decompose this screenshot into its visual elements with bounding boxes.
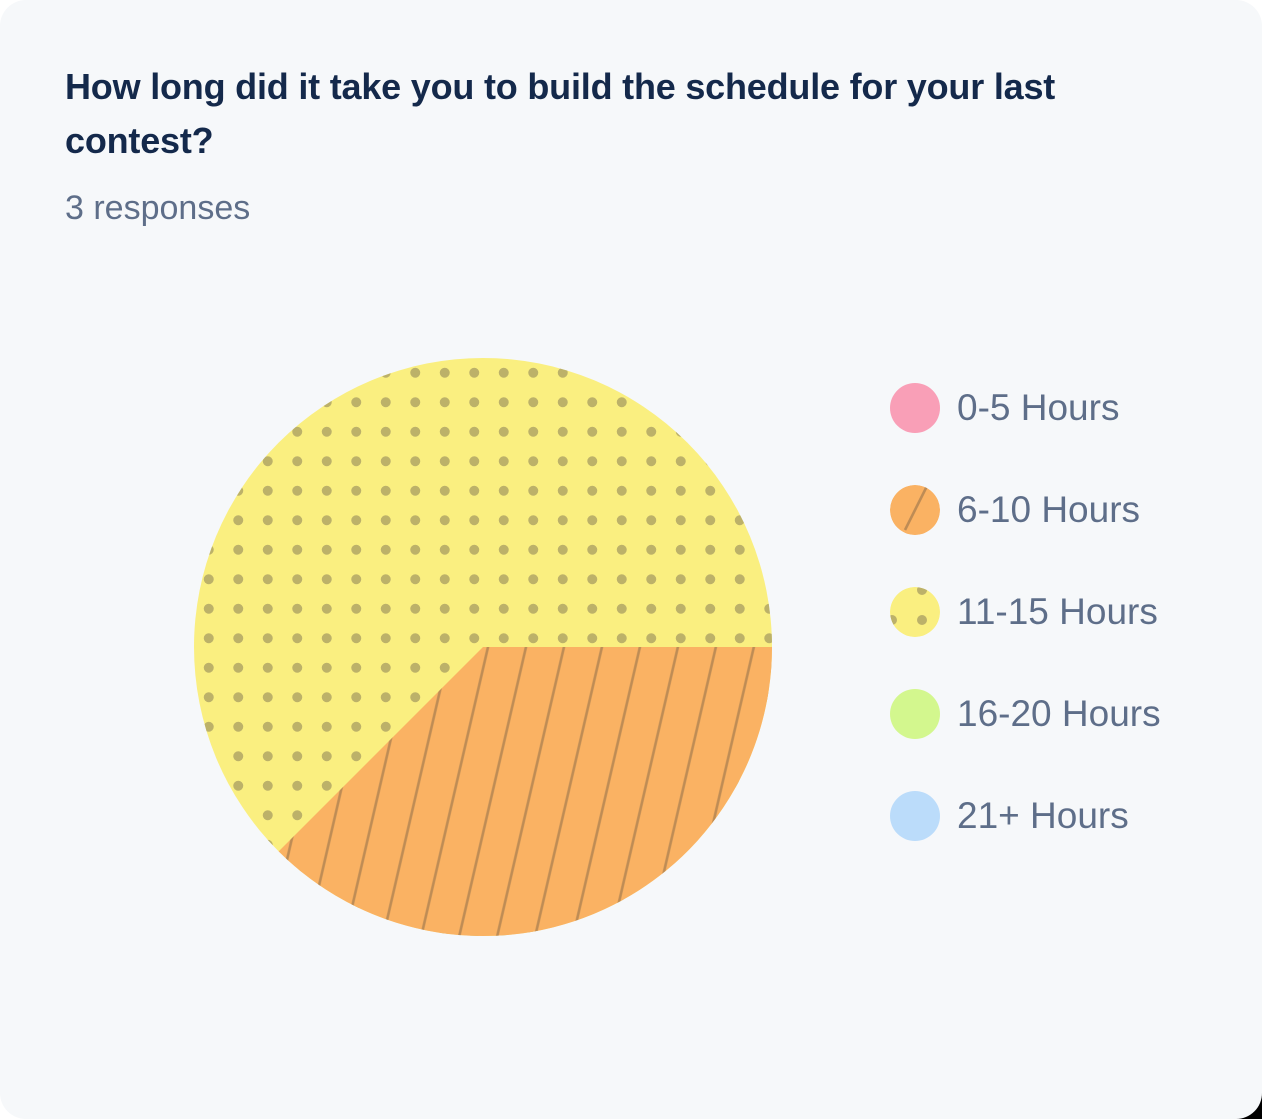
question-title-line1: How long did it take you to build the sc… <box>65 66 1056 107</box>
legend-item-21-plus-hours[interactable]: 21+ Hours <box>890 791 1161 841</box>
legend: 0-5 Hours 6-10 Hours 11-15 Hours <box>890 383 1161 841</box>
legend-label: 6-10 Hours <box>957 489 1141 530</box>
legend-label: 11-15 Hours <box>957 591 1158 632</box>
legend-swatch-dotted-circle-icon <box>890 587 940 637</box>
legend-swatch-green-circle-icon <box>890 689 940 739</box>
question-title: How long did it take you to build the sc… <box>65 60 1055 168</box>
legend-label: 21+ Hours <box>957 795 1129 836</box>
legend-item-0-5-hours[interactable]: 0-5 Hours <box>890 383 1161 433</box>
question-title-line2: contest? <box>65 120 214 161</box>
legend-label: 0-5 Hours <box>957 387 1120 428</box>
legend-item-11-15-hours[interactable]: 11-15 Hours <box>890 587 1161 637</box>
legend-item-6-10-hours[interactable]: 6-10 Hours <box>890 485 1161 535</box>
legend-swatch-pink-circle-icon <box>890 383 940 433</box>
response-count: 3 responses <box>65 189 251 227</box>
legend-item-16-20-hours[interactable]: 16-20 Hours <box>890 689 1161 739</box>
pie-chart <box>194 358 772 936</box>
legend-label: 16-20 Hours <box>957 693 1161 734</box>
legend-swatch-blue-circle-icon <box>890 791 940 841</box>
legend-swatch-diagonal-line-circle-icon <box>890 485 940 535</box>
pie-slice-6-10-hours-lines-overlay <box>278 647 772 936</box>
